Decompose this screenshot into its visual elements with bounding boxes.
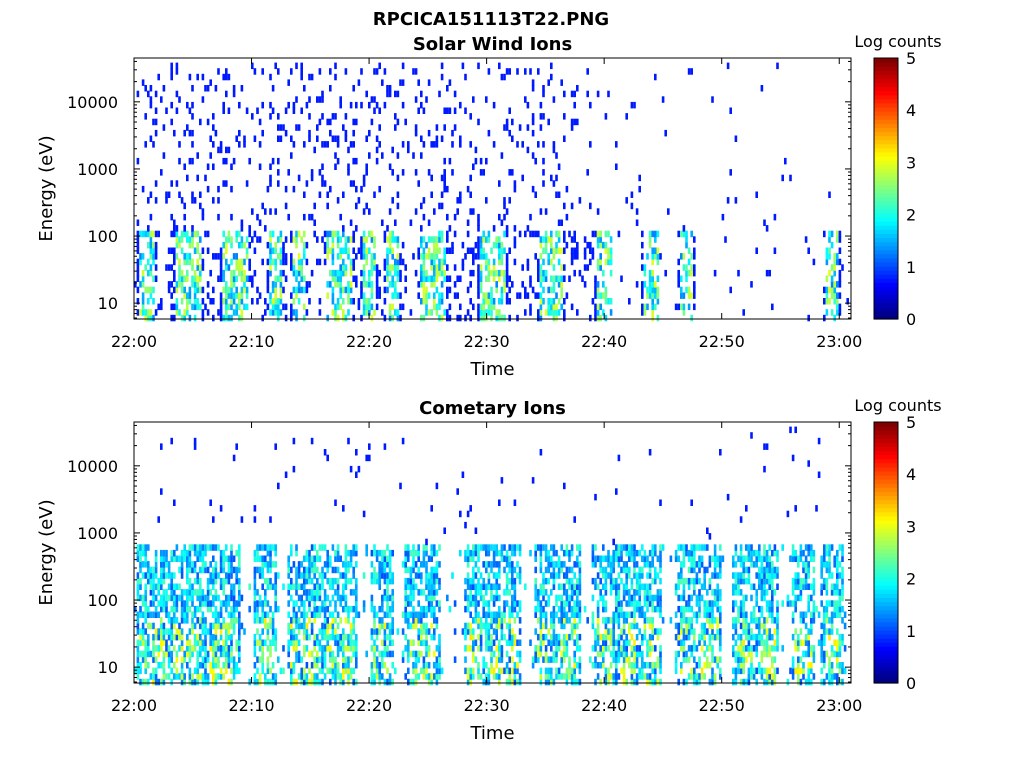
colorbar-frame xyxy=(873,57,899,320)
x-axis-label: Time xyxy=(469,359,514,380)
y-tick-label: 1000 xyxy=(77,524,118,543)
x-tick-label: 22:00 xyxy=(111,696,157,715)
x-tick-label: 23:00 xyxy=(816,696,862,715)
x-tick-label: 22:30 xyxy=(464,332,510,351)
y-axis-label: Energy (eV) xyxy=(36,135,57,241)
x-tick-label: 23:00 xyxy=(816,332,862,351)
x-tick-label: 22:20 xyxy=(346,332,392,351)
x-axis-label: Time xyxy=(469,723,514,744)
colorbar-tick-label: 4 xyxy=(906,101,916,120)
spectrogram xyxy=(134,62,849,322)
y-tick-label: 100 xyxy=(87,227,118,246)
y-axis-label: Energy (eV) xyxy=(36,499,57,605)
x-tick-label: 22:20 xyxy=(346,696,392,715)
colorbar-tick-label: 0 xyxy=(906,310,916,329)
y-tick-label: 10000 xyxy=(67,457,118,476)
colorbar-tick-label: 1 xyxy=(906,622,916,641)
colorbar-tick-label: 1 xyxy=(906,258,916,277)
colorbar-tick-label: 4 xyxy=(906,465,916,484)
y-tick-label: 1000 xyxy=(77,160,118,179)
y-tick-label: 10000 xyxy=(67,93,118,112)
colorbar-frame xyxy=(873,421,899,684)
colorbar-tick-label: 3 xyxy=(906,153,916,172)
spectrogram xyxy=(134,426,847,686)
figure-title: RPCICA151113T22.PNG xyxy=(373,9,609,30)
x-tick-label: 22:40 xyxy=(581,332,627,351)
x-tick-label: 22:30 xyxy=(464,696,510,715)
x-tick-label: 22:50 xyxy=(699,332,745,351)
y-tick-label: 100 xyxy=(87,591,118,610)
x-tick-label: 22:10 xyxy=(228,332,274,351)
panel-title: Solar Wind Ions xyxy=(413,34,572,55)
colorbar-title: Log counts xyxy=(854,396,941,415)
axes-frame xyxy=(133,57,852,320)
axes-frame xyxy=(133,421,852,684)
x-tick-label: 22:10 xyxy=(228,696,274,715)
y-tick-label: 10 xyxy=(98,294,118,313)
colorbar-tick-label: 2 xyxy=(906,570,916,589)
solar-wind-ions-panel: Solar Wind Ions 22:00 22:10 22:20 22:30 22:40… xyxy=(36,32,942,380)
colorbar-title: Log counts xyxy=(854,32,941,51)
x-tick-label: 22:50 xyxy=(699,696,745,715)
colorbar-tick-label: 5 xyxy=(906,413,916,432)
colorbar-tick-label: 0 xyxy=(906,674,916,693)
x-tick-label: 22:40 xyxy=(581,696,627,715)
colorbar-tick-label: 3 xyxy=(906,517,916,536)
x-tick-label: 22:00 xyxy=(111,332,157,351)
y-tick-label: 10 xyxy=(98,658,118,677)
panel-title: Cometary Ions xyxy=(419,398,566,419)
colorbar-tick-label: 5 xyxy=(906,49,916,68)
colorbar-tick-label: 2 xyxy=(906,206,916,225)
